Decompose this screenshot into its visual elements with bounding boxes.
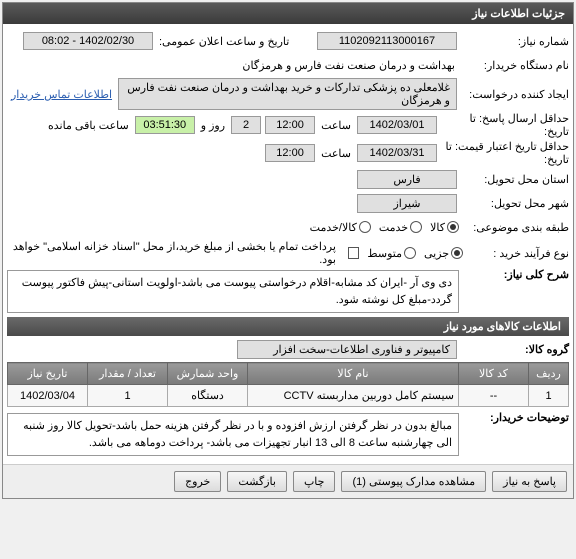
respond-button[interactable]: پاسخ به نیاز <box>492 471 567 492</box>
th-code: کد کالا <box>459 363 529 385</box>
price-validity-date: 1402/03/31 <box>357 144 437 162</box>
goods-section-title: اطلاعات کالاهای مورد نیاز <box>7 317 569 336</box>
need-number-value: 1102092113000167 <box>317 32 457 50</box>
remaining-label: ساعت باقی مانده <box>44 119 133 132</box>
th-name: نام کالا <box>248 363 459 385</box>
radio-medium-icon <box>404 247 416 259</box>
goods-group-label: گروه کالا: <box>459 343 569 356</box>
announce-datetime: 1402/02/30 - 08:02 <box>23 32 153 50</box>
radio-service-label: خدمت <box>379 221 408 234</box>
radio-partial-icon <box>451 247 463 259</box>
table-header-row: ردیف کد کالا نام کالا واحد شمارش تعداد /… <box>8 363 569 385</box>
announce-label: تاریخ و ساعت اعلان عمومی: <box>155 35 315 48</box>
cell-unit: دستگاه <box>168 385 248 407</box>
buyer-notes-label: توضیحات خریدار: <box>459 411 569 424</box>
delivery-city-label: شهر محل تحویل: <box>459 197 569 210</box>
response-deadline-label: حداقل ارسال پاسخ: تا تاریخ: <box>439 112 569 138</box>
table-row[interactable]: 1 -- سیستم کامل دوربین مداربسته CCTV دست… <box>8 385 569 407</box>
radio-both-label: کالا/خدمت <box>310 221 357 234</box>
button-bar: پاسخ به نیاز مشاهده مدارک پیوستی (1) چاپ… <box>3 464 573 498</box>
radio-medium[interactable]: متوسط <box>367 247 416 260</box>
payment-note: پرداخت تمام یا بخشی از مبلغ خرید،از محل … <box>7 240 340 266</box>
purchase-process-group: جزیی متوسط پرداخت تمام یا بخشی از مبلغ خ… <box>7 240 463 266</box>
price-validity-time: 12:00 <box>265 144 315 162</box>
item-type-label: طبقه بندی موضوعی: <box>459 221 569 234</box>
contact-link[interactable]: اطلاعات تماس خریدار <box>11 88 112 101</box>
attachments-button[interactable]: مشاهده مدارک پیوستی (1) <box>341 471 486 492</box>
payment-checkbox[interactable] <box>348 247 359 259</box>
cell-code: -- <box>459 385 529 407</box>
goods-group-value: کامپیوتر و فناوری اطلاعات-سخت افزار <box>237 340 457 359</box>
radio-service-icon <box>410 221 422 233</box>
th-qty: تعداد / مقدار <box>88 363 168 385</box>
cell-index: 1 <box>529 385 569 407</box>
buyer-notes-text: مبالغ بدون در نظر گرفتن ارزش افزوده و با… <box>7 413 459 456</box>
goods-table: ردیف کد کالا نام کالا واحد شمارش تعداد /… <box>7 362 569 407</box>
print-button[interactable]: چاپ <box>293 471 336 492</box>
days-label: روز و <box>197 119 229 132</box>
time-label-2: ساعت <box>317 147 355 160</box>
panel-body: شماره نیاز: 1102092113000167 تاریخ و ساع… <box>3 24 573 464</box>
response-time: 12:00 <box>265 116 315 134</box>
cell-name: سیستم کامل دوربین مداربسته CCTV <box>248 385 459 407</box>
radio-goods[interactable]: کالا <box>430 221 459 234</box>
desc-label: شرح کلی نیاز: <box>459 268 569 281</box>
radio-goods-label: کالا <box>430 221 445 234</box>
delivery-province-value: فارس <box>357 170 457 189</box>
delivery-province-label: استان محل تحویل: <box>459 173 569 186</box>
radio-goods-icon <box>447 221 459 233</box>
th-date: تاریخ نیاز <box>8 363 88 385</box>
buyer-org-value: بهداشت و درمان صنعت نفت فارس و هرمزگان <box>238 59 459 72</box>
request-creator-value: غلامعلی ده پزشکی تدارکات و خرید بهداشت و… <box>118 78 457 110</box>
back-button[interactable]: بازگشت <box>227 471 287 492</box>
radio-partial[interactable]: جزیی <box>424 247 463 260</box>
price-validity-label: حداقل تاریخ اعتبار قیمت: تا تاریخ: <box>439 140 569 166</box>
panel-title: جزئیات اطلاعات نیاز <box>3 3 573 24</box>
radio-both[interactable]: کالا/خدمت <box>310 221 371 234</box>
cell-qty: 1 <box>88 385 168 407</box>
th-index: ردیف <box>529 363 569 385</box>
request-creator-label: ایجاد کننده درخواست: <box>459 88 569 101</box>
radio-both-icon <box>359 221 371 233</box>
need-number-label: شماره نیاز: <box>459 35 569 48</box>
radio-partial-label: جزیی <box>424 247 449 260</box>
radio-service[interactable]: خدمت <box>379 221 422 234</box>
desc-text: دی وی آر -ایران کد مشابه-اقلام درخواستی … <box>7 270 459 313</box>
th-unit: واحد شمارش <box>168 363 248 385</box>
countdown-value: 03:51:30 <box>135 116 195 134</box>
time-label-1: ساعت <box>317 119 355 132</box>
exit-button[interactable]: خروج <box>174 471 221 492</box>
response-date: 1402/03/01 <box>357 116 437 134</box>
item-type-group: کالا خدمت کالا/خدمت <box>310 221 459 234</box>
purchase-process-label: نوع فرآیند خرید : <box>463 247 569 260</box>
radio-medium-label: متوسط <box>367 247 402 260</box>
cell-date: 1402/03/04 <box>8 385 88 407</box>
details-panel: جزئیات اطلاعات نیاز شماره نیاز: 11020921… <box>2 2 574 499</box>
buyer-org-label: نام دستگاه خریدار: <box>459 59 569 72</box>
delivery-city-value: شیراز <box>357 194 457 213</box>
days-value: 2 <box>231 116 261 134</box>
